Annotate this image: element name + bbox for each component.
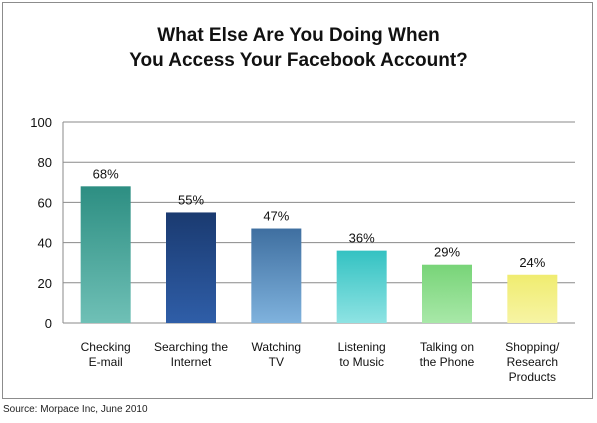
- chart-frame: What Else Are You Doing When You Access …: [2, 2, 593, 399]
- bar: [166, 212, 216, 323]
- x-tick-label: Listening: [338, 340, 386, 354]
- bar: [422, 264, 472, 323]
- x-tick-label: Watching: [252, 340, 302, 354]
- chart-title-line-2: You Access Your Facebook Account?: [129, 50, 468, 71]
- bar: [507, 274, 558, 323]
- bar: [251, 228, 302, 323]
- data-label: 36%: [349, 231, 375, 246]
- data-label: 24%: [519, 255, 545, 270]
- y-tick-label: 0: [45, 316, 52, 331]
- chart-title: What Else Are You Doing When You Access …: [3, 23, 594, 73]
- y-tick-label: 80: [38, 155, 52, 170]
- x-tick-label: E-mail: [89, 355, 123, 369]
- y-tick-label: 60: [38, 195, 52, 210]
- bar: [80, 186, 131, 323]
- data-label: 29%: [434, 245, 460, 260]
- x-tick-label: Research: [507, 355, 558, 369]
- x-tick-label: the Phone: [420, 355, 475, 369]
- x-tick-label: Internet: [171, 355, 212, 369]
- data-label: 55%: [178, 192, 204, 207]
- x-tick-label: Talking on: [420, 340, 474, 354]
- x-tick-label: TV: [269, 355, 284, 369]
- x-tick-label: Searching the: [154, 340, 228, 354]
- x-tick-label: Products: [509, 370, 556, 384]
- x-tick-label: Checking: [81, 340, 131, 354]
- data-label: 68%: [93, 166, 119, 181]
- y-tick-label: 20: [38, 276, 52, 291]
- source-note: Source: Morpace Inc, June 2010: [3, 404, 148, 415]
- x-tick-label: Shopping/: [505, 340, 560, 354]
- data-label: 47%: [263, 209, 289, 224]
- y-tick-label: 40: [38, 236, 52, 251]
- y-tick-label: 100: [30, 115, 52, 130]
- bar: [336, 250, 387, 323]
- x-tick-label: to Music: [339, 355, 384, 369]
- chart-title-line-1: What Else Are You Doing When: [157, 25, 440, 46]
